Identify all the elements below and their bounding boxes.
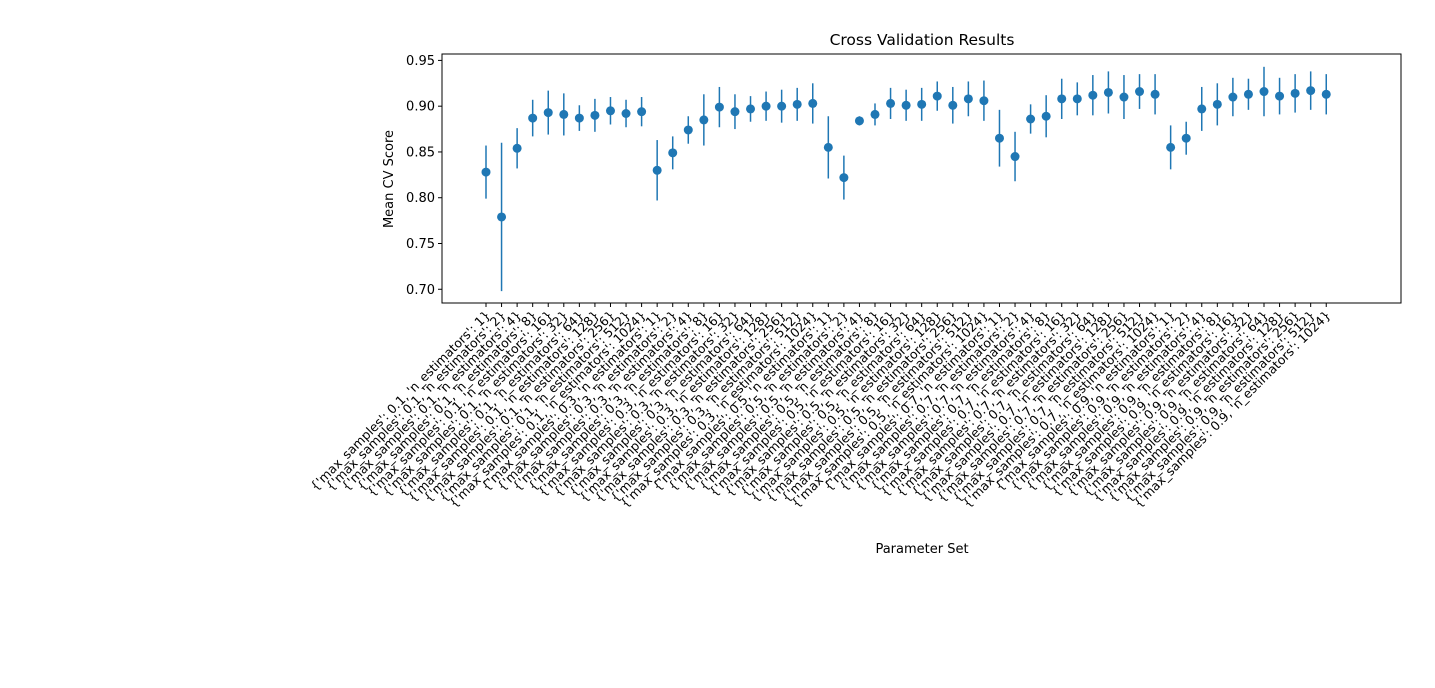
data-point	[917, 99, 927, 109]
y-tick-label: 0.70	[406, 283, 435, 298]
data-point	[512, 143, 522, 153]
data-point	[901, 100, 911, 110]
data-point	[652, 165, 662, 175]
data-point	[481, 167, 491, 177]
data-point	[637, 107, 647, 117]
axes-frame	[441, 53, 1402, 304]
data-point	[1135, 87, 1145, 97]
data-point	[1181, 133, 1191, 143]
y-tick-label: 0.95	[406, 54, 435, 69]
data-point	[1228, 92, 1238, 102]
data-point	[1026, 114, 1036, 124]
data-point	[1321, 89, 1331, 99]
data-point	[1150, 89, 1160, 99]
data-point	[605, 106, 615, 116]
data-point	[994, 133, 1004, 143]
data-point	[1290, 88, 1300, 98]
data-point	[932, 91, 942, 101]
data-point	[1197, 104, 1207, 114]
data-point	[497, 212, 507, 222]
data-point	[792, 99, 802, 109]
data-point	[854, 116, 864, 126]
data-point	[886, 98, 896, 108]
data-point	[1072, 94, 1082, 104]
data-point	[746, 104, 756, 114]
data-point	[668, 148, 678, 158]
data-point	[1010, 152, 1020, 162]
data-point	[621, 109, 631, 119]
data-point	[839, 173, 849, 183]
data-point	[528, 113, 538, 123]
data-point	[1119, 92, 1129, 102]
data-point	[823, 142, 833, 152]
data-point	[559, 109, 569, 119]
data-point	[1259, 87, 1269, 97]
chart-title: Cross Validation Results	[830, 31, 1015, 49]
data-point	[1212, 99, 1222, 109]
data-point	[590, 110, 600, 120]
data-point	[1306, 86, 1316, 96]
data-point	[979, 96, 989, 106]
y-tick-label: 0.90	[406, 100, 435, 115]
plot-area	[481, 66, 1331, 292]
data-point	[543, 108, 553, 118]
data-point	[963, 94, 973, 104]
data-point	[574, 113, 584, 123]
data-point	[1057, 94, 1067, 104]
y-axis-label: Mean CV Score	[382, 130, 397, 228]
data-point	[808, 98, 818, 108]
data-point	[1103, 87, 1113, 97]
data-point	[1088, 90, 1098, 100]
data-point	[870, 109, 880, 119]
x-axis-label: Parameter Set	[875, 542, 968, 557]
data-point	[1243, 89, 1253, 99]
y-axis: 0.70 0.75 0.80 0.85 0.90 0.95	[406, 54, 442, 298]
data-point	[948, 100, 958, 110]
y-tick-label: 0.75	[406, 237, 435, 252]
y-tick-label: 0.80	[406, 191, 435, 206]
data-point	[777, 101, 787, 111]
data-point	[1275, 91, 1285, 101]
y-tick-label: 0.85	[406, 145, 435, 160]
data-point	[1041, 111, 1051, 121]
data-point	[730, 107, 740, 117]
data-point	[1166, 142, 1176, 152]
data-point	[699, 115, 709, 125]
data-point	[761, 101, 771, 111]
data-point	[714, 102, 724, 112]
data-point	[683, 125, 693, 135]
